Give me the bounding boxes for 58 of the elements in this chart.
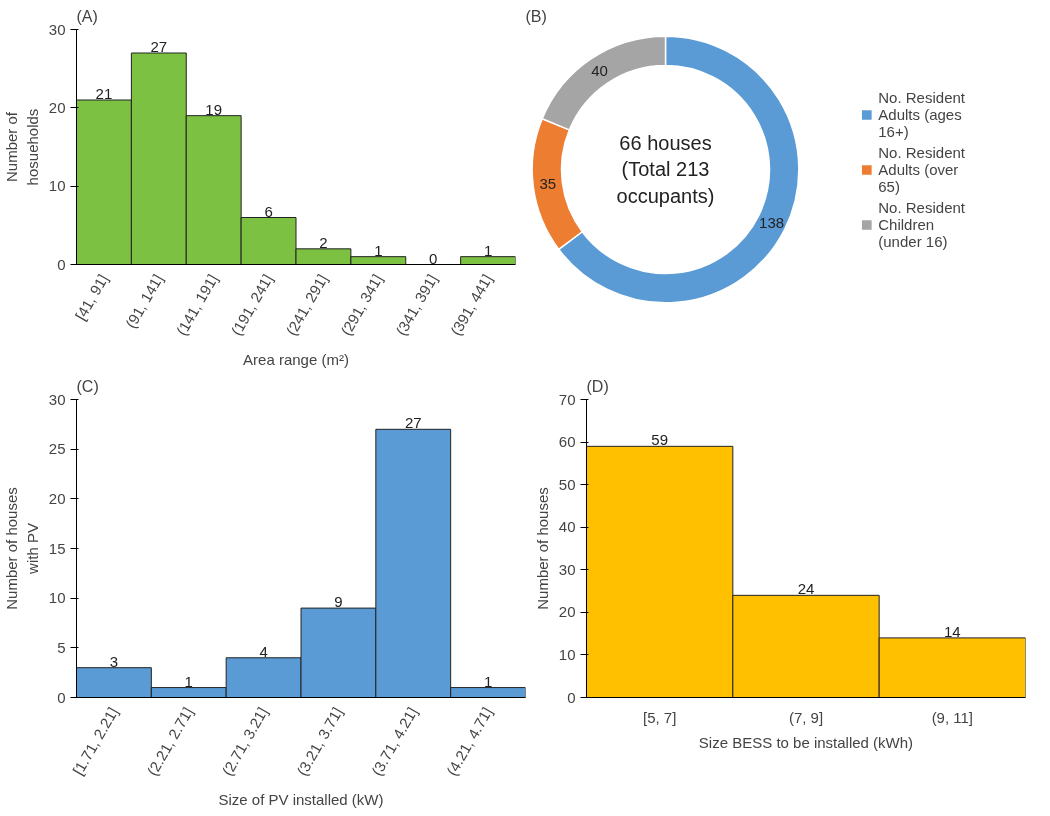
y-tick-label: 70 bbox=[558, 390, 576, 408]
x-axis-title: Size BESS to be installed (kWh) bbox=[698, 733, 914, 751]
y-tick-label: 10 bbox=[48, 177, 66, 195]
y-tick-label: 30 bbox=[48, 20, 66, 38]
data-label: 138 bbox=[759, 213, 785, 231]
data-label: 6 bbox=[264, 202, 273, 220]
chart-title: (B) bbox=[525, 7, 547, 25]
x-tick-label: [41, 91] bbox=[71, 271, 112, 324]
y-tick-label: 60 bbox=[558, 433, 576, 451]
x-tick-label: (9, 11] bbox=[931, 708, 974, 726]
data-label: 0 bbox=[429, 249, 438, 267]
data-label: 24 bbox=[797, 580, 815, 598]
y-axis-title: Number of houses with PV bbox=[3, 487, 41, 610]
y-tick-label: 40 bbox=[558, 518, 576, 536]
y-tick-label: 50 bbox=[558, 475, 576, 493]
data-label: 35 bbox=[539, 175, 557, 193]
y-axis-title: Number of houses bbox=[533, 487, 551, 610]
y-tick-label: 20 bbox=[558, 603, 576, 621]
legend-label: No. Resident Children (under 16) bbox=[878, 198, 965, 250]
data-label: 14 bbox=[943, 622, 961, 640]
data-label: 27 bbox=[150, 38, 168, 55]
y-tick-label: 10 bbox=[48, 589, 66, 607]
data-label: 1 bbox=[184, 672, 193, 690]
data-label: 1 bbox=[483, 672, 493, 690]
data-label: 4 bbox=[259, 642, 268, 660]
data-label: 59 bbox=[651, 431, 669, 449]
y-tick-label: 20 bbox=[48, 98, 66, 116]
chart-title: (D) bbox=[586, 377, 609, 395]
y-tick-label: 30 bbox=[48, 390, 66, 408]
data-label: 1 bbox=[374, 241, 383, 259]
y-tick-label: 25 bbox=[48, 440, 66, 458]
x-tick-label: (7, 9] bbox=[788, 708, 824, 726]
data-label: 1 bbox=[483, 241, 493, 259]
data-label: 19 bbox=[205, 100, 223, 118]
text: 66 houses (Total 213 occupants) bbox=[616, 132, 715, 207]
y-tick-label: 5 bbox=[57, 638, 66, 656]
y-tick-label: 0 bbox=[567, 688, 576, 706]
x-axis-title: Size of PV installed (kW) bbox=[218, 790, 384, 808]
y-tick-label: 10 bbox=[558, 645, 576, 663]
x-tick-label: [5, 7] bbox=[642, 708, 677, 726]
legend-label: No. Resident Adults (ages 16+) bbox=[878, 88, 965, 140]
data-label: 3 bbox=[109, 652, 119, 670]
chart-title: (A) bbox=[76, 7, 98, 25]
data-label: 9 bbox=[334, 593, 343, 611]
chart-title: (C) bbox=[76, 377, 99, 395]
y-tick-label: 0 bbox=[57, 688, 66, 706]
x-axis-title: Area range (m²) bbox=[243, 350, 349, 368]
y-tick-label: 30 bbox=[558, 560, 576, 578]
data-label: 2 bbox=[319, 233, 328, 251]
y-tick-label: 20 bbox=[48, 489, 66, 507]
data-label: 40 bbox=[591, 61, 608, 79]
y-axis-title: Number of hosueholds bbox=[3, 108, 41, 186]
y-tick-label: 15 bbox=[48, 539, 66, 557]
y-tick-label: 0 bbox=[57, 255, 66, 273]
data-label: 21 bbox=[95, 85, 113, 102]
legend-label: No. Resident Adults (over 65) bbox=[878, 143, 965, 195]
bar bbox=[460, 256, 516, 265]
data-label: 27 bbox=[404, 414, 422, 432]
